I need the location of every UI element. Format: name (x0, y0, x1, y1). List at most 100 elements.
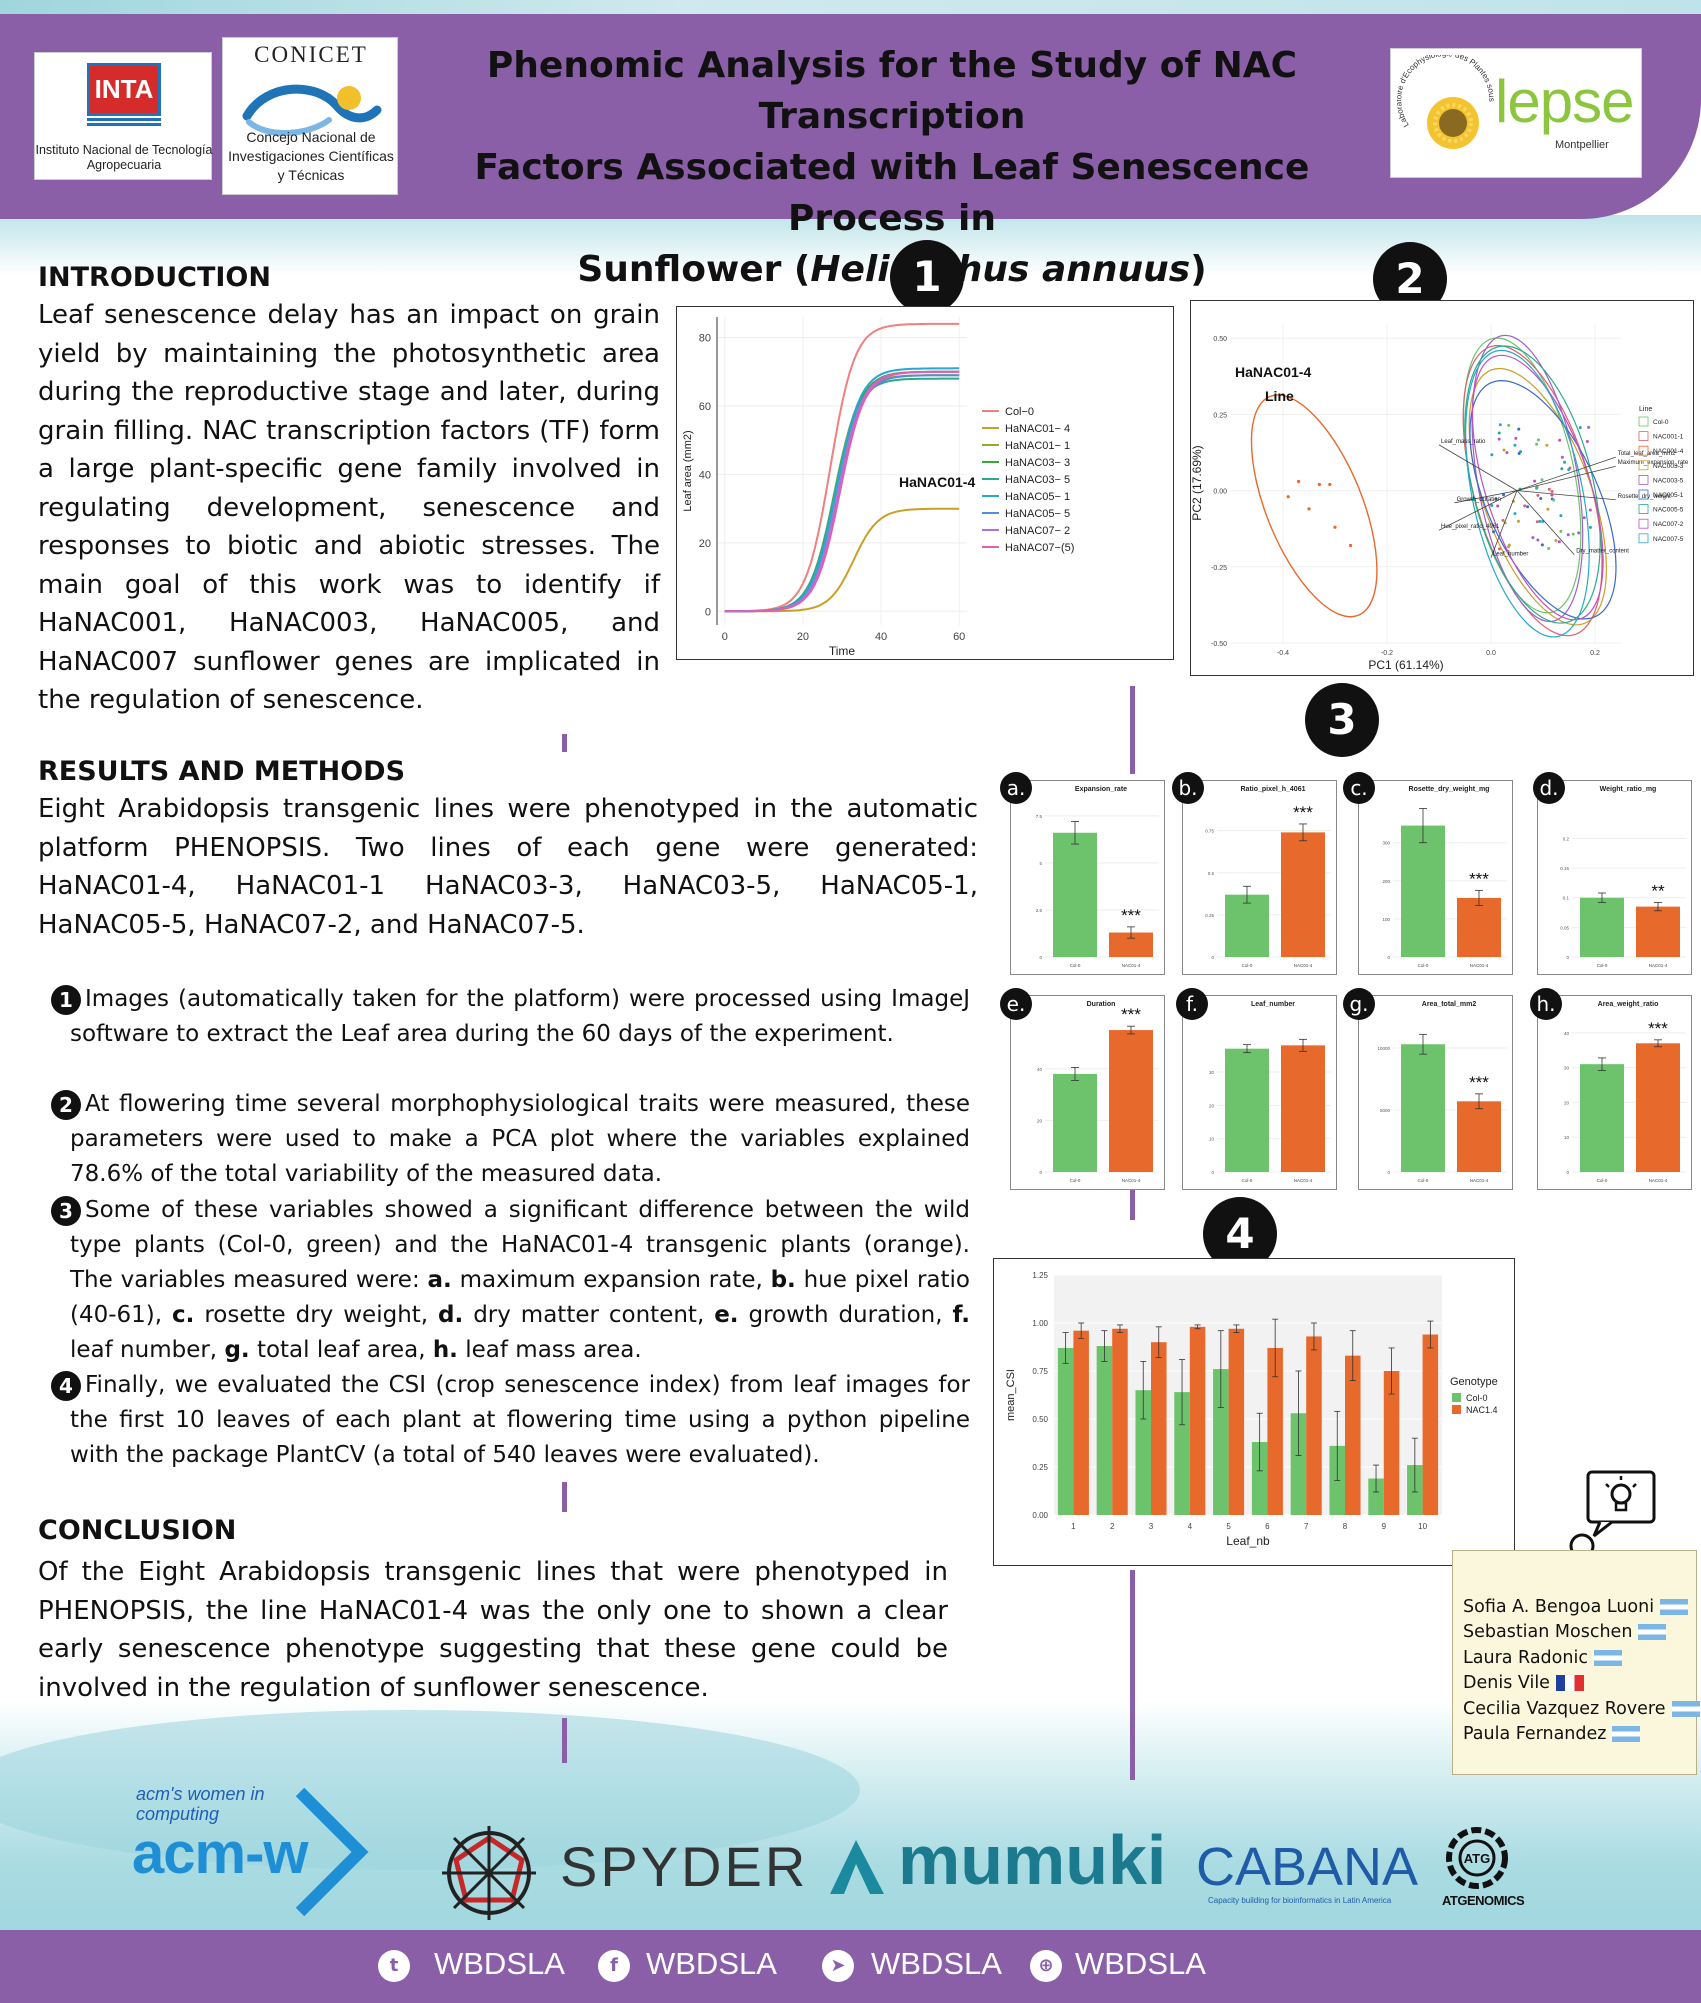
results-heading: RESULTS AND METHODS (38, 756, 406, 787)
step-3-label-h: h. (432, 1337, 458, 1363)
chart-d-y-tick-label: 0 (1566, 955, 1569, 960)
chart-d-significance: ** (1651, 881, 1665, 900)
step-1-badge: 1 (51, 984, 81, 1015)
step-3-text-g: total leaf area, (249, 1337, 433, 1363)
fig2-point (1557, 540, 1561, 544)
author-2-name: Sebastian Moschen (1463, 1622, 1633, 1642)
introduction-text: Leaf senescence delay has an impact on g… (38, 300, 660, 715)
facebook-handle[interactable]: WBDSLA (646, 1946, 777, 1981)
chart-f-badge: f. (1176, 988, 1208, 1020)
fig2-x-tick-label: 0.2 (1590, 650, 1600, 657)
fig2-ellipse (1250, 394, 1378, 618)
fig2-legend-swatch (1638, 518, 1649, 529)
step-3-text-a: maximum expansion rate, (451, 1267, 771, 1293)
globe-icon[interactable]: ⊕ (1030, 1950, 1062, 1982)
fig2-point (1494, 497, 1498, 501)
fig2-ellipse (1471, 354, 1604, 621)
argentina-flag-icon (1660, 1599, 1689, 1615)
chart-c-svg: Rosette_dry_weight_mg 0 100 200 300 Col-0 NAC0… (1382, 786, 1507, 968)
fig2-point (1585, 439, 1589, 443)
fig4-bar (1383, 1371, 1400, 1515)
facebook-icon[interactable]: f (598, 1950, 630, 1982)
chart-g-title: Area_total_mm2 (1422, 1001, 1477, 1008)
spyder-logo: SPYDER (560, 1835, 809, 1898)
step-2-text: At flowering time several morphophysiolo… (70, 1091, 970, 1187)
website-handle[interactable]: WBDSLA (1075, 1946, 1206, 1981)
fig2-ellipse (1469, 380, 1617, 620)
inta-logo-text: Instituto Nacional de Tecnología Agropec… (35, 143, 213, 172)
chart-e-y-tick-label: 20 (1037, 1118, 1043, 1123)
fig2-point (1535, 442, 1539, 446)
chart-g-y-tick-label: 0 (1387, 1170, 1390, 1175)
divider-right-1 (1130, 686, 1135, 774)
divider-left-2 (562, 1482, 567, 1512)
fig4-x-tick-label: 3 (1149, 1522, 1154, 1531)
fig2-legend-label: NAC005-5 (1653, 507, 1684, 514)
fig2-plot-area (1231, 323, 1621, 643)
acmw-logo-caption: acm's women in computing (136, 1784, 264, 1824)
chart-b-ratio-pixel: Ratio_pixel_h_4061 0 0.25 0.5 0.75 Col-0 NAC01… (1182, 780, 1337, 975)
fig2-legend-swatch (1638, 533, 1649, 544)
leaf-area-line-chart: 0 20 40 60 80 0 20 40 60 Time Leaf area (mm2) Col−0… (682, 317, 1074, 658)
step-1: 1 Images (automatically taken for the pla… (51, 982, 970, 1052)
fig1-y-tick-label: 0 (705, 606, 711, 618)
fig1-y-axis-label: Leaf area (mm2) (682, 430, 694, 511)
fig2-loading-label: Total_leaf_area_mm2 (1618, 451, 1676, 457)
figure-1-badge: 1 (890, 240, 964, 314)
fig4-legend-title: Genotype (1450, 1376, 1498, 1388)
fig2-point (1516, 519, 1520, 523)
fig2-point (1349, 543, 1353, 548)
fig2-point (1546, 507, 1550, 511)
chart-f-y-tick-label: 10 (1209, 1137, 1215, 1142)
chart-h-significance: *** (1648, 1019, 1668, 1038)
twitter-icon[interactable]: t (378, 1950, 410, 1982)
chart-g-bar (1457, 1101, 1501, 1172)
fig1-x-tick-label: 60 (953, 631, 965, 643)
step-3-text-f: leaf number, (70, 1337, 225, 1363)
step-2: 2 At flowering time several morphophysiol… (51, 1087, 970, 1192)
fig2-point (1547, 546, 1551, 550)
fig2-point (1297, 479, 1301, 484)
fig4-x-tick-label: 10 (1418, 1522, 1427, 1531)
step-3-text: Some of these variables showed a signifi… (70, 1197, 970, 1293)
chart-e-svg: Duration 0 20 40 Col-0 NAC01-4 *** (1037, 1001, 1159, 1183)
chart-h-bar (1580, 1064, 1624, 1172)
twitter-handle[interactable]: WBDSLA (434, 1946, 565, 1981)
chart-g-y-tick-label: 5000 (1380, 1108, 1391, 1113)
author-4: Denis Vile (1463, 1673, 1584, 1693)
fig2-y-tick-label: 0.00 (1213, 489, 1227, 496)
step-4-text: Finally, we evaluated the CSI (crop sene… (70, 1372, 970, 1468)
chart-h-y-tick-label: 0 (1566, 1170, 1569, 1175)
fig2-point (1550, 490, 1554, 494)
fig2-point (1587, 425, 1591, 429)
fig2-point (1588, 508, 1592, 512)
fig1-x-tick-label: 20 (797, 631, 809, 643)
chart-f-x-tick-label: Col-0 (1242, 1178, 1253, 1183)
chart-e-x-tick-label: Col-0 (1070, 1178, 1081, 1183)
telegram-handle[interactable]: WBDSLA (871, 1946, 1002, 1981)
telegram-icon[interactable]: ➤ (822, 1950, 854, 1982)
fig2-point (1550, 493, 1554, 497)
divider-right-2 (1130, 1180, 1135, 1220)
divider-left-1 (562, 734, 567, 752)
fig2-loading-vector (1438, 444, 1518, 491)
fig2-ellipse (1465, 349, 1590, 638)
atgenomics-mark-icon: ATG (1446, 1827, 1508, 1889)
chart-b-bar (1281, 832, 1325, 957)
fig2-point (1536, 493, 1540, 497)
fig2-annotation-line-2: Line (1265, 388, 1294, 404)
chart-a-svg: Expansion_rate 0 2.5 5 7.5 Col-0 NAC01-4 *** (1036, 786, 1159, 968)
chart-b-significance: *** (1293, 803, 1313, 822)
chart-c-rosette-dry-weight: Rosette_dry_weight_mg 0 100 200 300 Col-0 NAC0… (1358, 780, 1513, 975)
fig2-legend-swatch (1638, 416, 1649, 427)
chart-h-x-tick-label: NAC01-4 (1649, 1178, 1668, 1183)
fig2-point (1490, 453, 1494, 457)
fig2-loading-vector (1438, 490, 1518, 531)
person-idea-icon (1560, 1470, 1656, 1575)
chart-e-bar (1109, 1030, 1153, 1172)
lepse-logo: Laboratoire d'Ecophysiologie des Plantes… (1390, 48, 1642, 178)
cabana-logo-subtitle: Capacity building for bioinformatics in … (1208, 1896, 1392, 1905)
fig4-bar (1057, 1347, 1074, 1515)
fig2-loading-label: Leaf_number (1493, 552, 1528, 558)
divider-left-3 (562, 1718, 567, 1763)
